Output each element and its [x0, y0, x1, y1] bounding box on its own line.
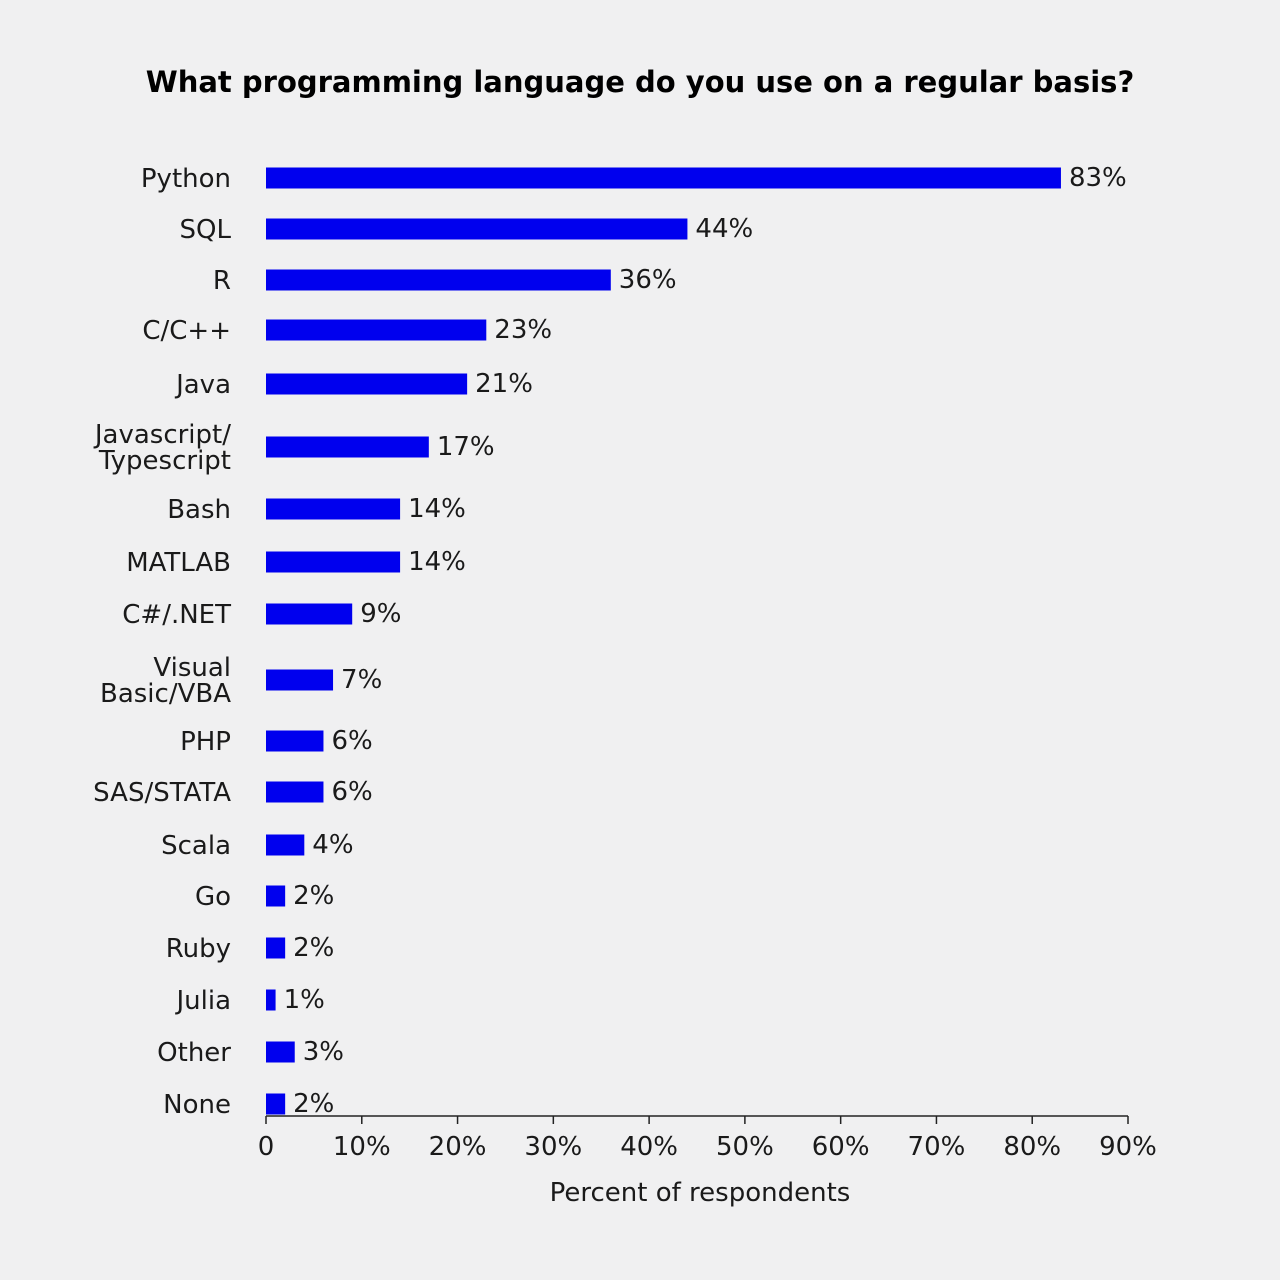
value-label-matlab: 14% — [408, 547, 466, 577]
category-label-line: Visual — [153, 653, 231, 683]
bar-other — [266, 1041, 295, 1063]
value-labels: 83%44%36%23%21%17%14%14%9%7%6%6%4%2%2%1%… — [284, 163, 1127, 1119]
category-label-matlab: MATLAB — [126, 548, 231, 578]
category-label-javascript-typescript: Javascript/Typescript — [93, 420, 231, 476]
bar-java — [266, 373, 468, 395]
category-label-line: R — [213, 266, 231, 296]
category-label-line: Ruby — [166, 934, 231, 964]
bar-scala — [266, 834, 305, 856]
category-labels: Python SQL R C/C++ Java Javascript/Typescript… — [93, 164, 232, 1120]
category-label-line: Python — [141, 164, 231, 194]
value-label-other: 3% — [303, 1037, 344, 1067]
value-label-c-c: 23% — [494, 315, 552, 345]
category-label-line: Other — [157, 1038, 231, 1068]
category-label-bash: Bash — [167, 495, 231, 525]
category-label-r: R — [213, 266, 231, 296]
bar-javascript-typescript — [266, 436, 429, 458]
x-tick-label: 0 — [258, 1132, 275, 1162]
bar-r — [266, 269, 611, 291]
category-label-line: MATLAB — [126, 548, 231, 578]
value-label-php: 6% — [331, 726, 372, 756]
value-label-ruby: 2% — [293, 933, 334, 963]
bar-python — [266, 167, 1061, 189]
category-label-line: Typescript — [98, 446, 231, 476]
x-tick-label: 60% — [812, 1132, 870, 1162]
category-label-php: PHP — [180, 727, 231, 757]
category-label-line: Java — [174, 370, 231, 400]
x-axis-label: Percent of respondents — [550, 1178, 851, 1208]
bar-php — [266, 730, 324, 752]
value-label-julia: 1% — [284, 985, 325, 1015]
category-label-line: None — [163, 1090, 231, 1120]
bar-ruby — [266, 937, 286, 959]
x-tick-label: 30% — [524, 1132, 582, 1162]
bar-bash — [266, 498, 401, 520]
value-label-sql: 44% — [695, 214, 753, 244]
category-label-visual-basic-vba: Visual Basic/VBA — [100, 653, 231, 709]
category-label-line: PHP — [180, 727, 231, 757]
category-label-other: Other — [157, 1038, 231, 1068]
bar-c-net — [266, 603, 353, 625]
value-label-java: 21% — [475, 369, 533, 399]
value-label-c-net: 9% — [360, 599, 401, 629]
bar-none — [266, 1093, 286, 1115]
category-label-line: Go — [195, 882, 231, 912]
value-label-python: 83% — [1069, 163, 1127, 193]
category-label-line: C#/.NET — [122, 600, 231, 630]
x-tick-label: 80% — [1003, 1132, 1061, 1162]
value-label-r: 36% — [619, 265, 677, 295]
x-axis: 0 10% 20% 30% 40% 50% 60% 70% 80% 90% — [258, 1115, 1157, 1162]
category-label-java: Java — [174, 370, 231, 400]
bar-sql — [266, 218, 688, 240]
x-tick-label: 70% — [908, 1132, 966, 1162]
category-label-line: Bash — [167, 495, 231, 525]
chart-title: What programming language do you use on … — [146, 65, 1135, 99]
category-label-line: C/C++ — [142, 316, 231, 346]
bar-matlab — [266, 551, 401, 573]
category-label-ruby: Ruby — [166, 934, 231, 964]
bars-layer — [266, 167, 1061, 1115]
x-tick-label: 50% — [716, 1132, 774, 1162]
bar-sas-stata — [266, 781, 324, 803]
category-label-line: Javascript/ — [93, 420, 231, 450]
bar-go — [266, 885, 286, 907]
category-label-none: None — [163, 1090, 231, 1120]
category-label-line: Scala — [161, 831, 231, 861]
category-label-line: SAS/STATA — [93, 778, 231, 808]
value-label-sas-stata: 6% — [331, 777, 372, 807]
category-label-c-net: C#/.NET — [122, 600, 231, 630]
x-tick-label: 40% — [620, 1132, 678, 1162]
value-label-visual-basic-vba: 7% — [341, 665, 382, 695]
category-label-sas-stata: SAS/STATA — [93, 778, 231, 808]
category-label-go: Go — [195, 882, 231, 912]
value-label-javascript-typescript: 17% — [437, 432, 495, 462]
category-label-line: Julia — [174, 986, 231, 1016]
value-label-bash: 14% — [408, 494, 466, 524]
category-label-c-c: C/C++ — [142, 316, 231, 346]
x-tick-label: 20% — [429, 1132, 487, 1162]
category-label-sql: SQL — [180, 215, 232, 245]
category-label-line: SQL — [180, 215, 232, 245]
bar-visual-basic-vba — [266, 669, 334, 691]
bar-julia — [266, 989, 276, 1011]
x-tick-label: 10% — [333, 1132, 391, 1162]
category-label-python: Python — [141, 164, 231, 194]
category-label-julia: Julia — [174, 986, 231, 1016]
value-label-scala: 4% — [312, 830, 353, 860]
value-label-go: 2% — [293, 881, 334, 911]
category-label-line: Basic/VBA — [100, 679, 231, 709]
x-tick-label: 90% — [1099, 1132, 1157, 1162]
category-label-scala: Scala — [161, 831, 231, 861]
value-label-none: 2% — [293, 1089, 334, 1119]
bar-c-c — [266, 319, 487, 341]
